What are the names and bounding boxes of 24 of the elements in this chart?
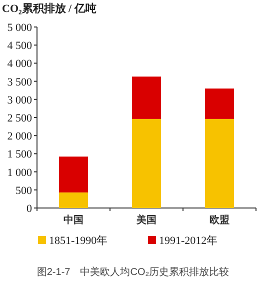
y-tick-label: 500: [16, 184, 32, 197]
y-tick-label: 0: [26, 203, 32, 215]
y-tick-label: 1 000: [7, 166, 32, 179]
y-axis-title: CO₂累积排放 / 亿吨: [2, 2, 96, 15]
y-tick-label: 4 000: [7, 58, 32, 70]
bar: [59, 192, 88, 208]
y-tick-label: 2 000: [7, 130, 32, 143]
legend-label: 1851-1990年: [49, 235, 108, 247]
x-tick-label: 中国: [64, 214, 84, 226]
x-tick-label: 美国: [136, 214, 156, 226]
y-tick-label: 5 000: [7, 22, 32, 34]
caption: 图2-1-7 中美欧人均CO₂历史累积排放比较: [36, 266, 230, 278]
bar: [205, 88, 234, 119]
y-tick-label: 3 000: [7, 94, 32, 106]
y-tick-label: 2 500: [7, 112, 32, 124]
bar: [132, 76, 161, 119]
bar: [132, 118, 161, 208]
x-tick-label: 欧盟: [210, 214, 230, 226]
y-tick-label: 1 500: [7, 148, 32, 161]
bar: [205, 118, 234, 208]
legend-label: 1991-2012年: [159, 235, 218, 247]
y-tick-label: 4 500: [7, 40, 32, 52]
y-tick-label: 3 500: [7, 76, 32, 88]
bar: [59, 156, 88, 192]
